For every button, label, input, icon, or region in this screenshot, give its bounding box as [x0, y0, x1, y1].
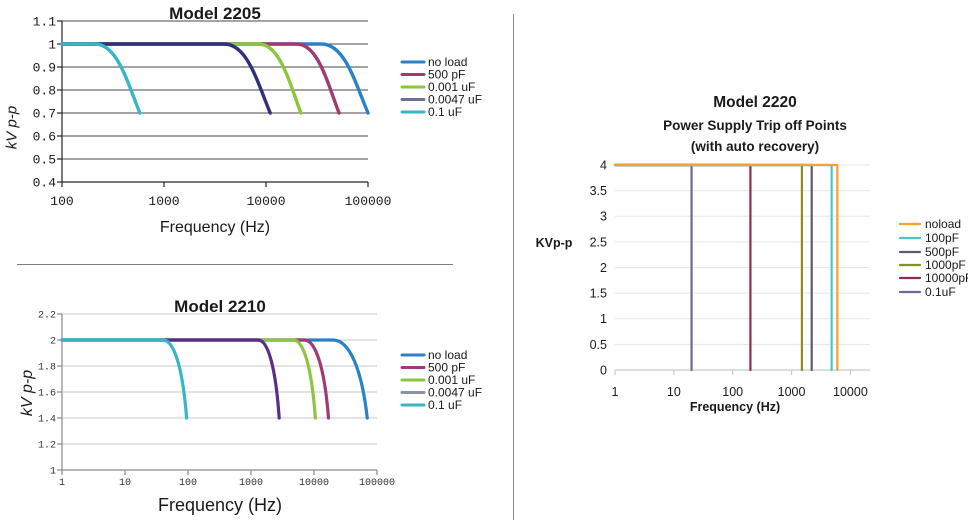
svg-text:100000: 100000	[345, 194, 392, 209]
chart-2210-title: Model 2210	[174, 297, 266, 316]
svg-text:0.001 uF: 0.001 uF	[428, 80, 475, 94]
svg-text:no load: no load	[428, 55, 467, 69]
svg-text:0.1uF: 0.1uF	[925, 285, 956, 299]
svg-text:10000: 10000	[299, 478, 329, 489]
svg-text:0.5: 0.5	[33, 153, 56, 168]
chart-2220-plot: 43.532.521.510.501 10 100 1000 10000noload10…	[590, 158, 968, 399]
chart-model-2210: 2.2 2 1.8 1.6 1.4 1.2 1 1 10 100 1000 10000 100000 no…	[0, 262, 505, 525]
svg-text:100: 100	[722, 385, 743, 399]
svg-text:1: 1	[50, 467, 56, 478]
svg-text:1.1: 1.1	[33, 15, 57, 30]
svg-text:10000: 10000	[246, 194, 285, 209]
vertical-divider	[513, 14, 514, 520]
svg-text:1000pF: 1000pF	[925, 258, 966, 272]
svg-text:3: 3	[600, 210, 607, 224]
svg-text:0.4: 0.4	[33, 176, 57, 191]
svg-text:1.4: 1.4	[38, 415, 56, 426]
svg-text:1.2: 1.2	[38, 441, 56, 452]
svg-text:1: 1	[59, 478, 65, 489]
svg-text:0.001 uF: 0.001 uF	[428, 373, 475, 387]
svg-text:1.6: 1.6	[38, 389, 56, 400]
svg-text:10000: 10000	[833, 385, 868, 399]
svg-text:no load: no load	[428, 348, 467, 362]
chart-model-2205: 1.1 1 0.9 0.8 0.7 0.6 0.5 0.4 100 1000 10000 100000…	[0, 0, 505, 262]
svg-text:10: 10	[119, 478, 131, 489]
chart-2210-y-axis-title: kV p-p	[19, 369, 36, 417]
svg-text:1: 1	[612, 385, 619, 399]
svg-text:10000pF: 10000pF	[925, 271, 968, 285]
svg-text:1.5: 1.5	[590, 287, 607, 301]
chart-model-2220: 4 3.5 3 2.5 2 1.5 1 0.5 0 1 10 100 1000 10000 noload 10…	[513, 0, 968, 525]
svg-text:4: 4	[600, 158, 607, 172]
svg-text:0.1 uF: 0.1 uF	[428, 398, 462, 412]
svg-text:1000: 1000	[148, 194, 179, 209]
svg-text:0.9: 0.9	[33, 61, 56, 76]
chart-2205-plot: 1.1 1 0.9 0.8 0.7 0.6 0.5 0.4 100 1000 10000 100000…	[33, 15, 482, 209]
chart-2210-x-axis-title: Frequency (Hz)	[157, 495, 283, 515]
chart-2220-title: Model 2220	[713, 94, 797, 111]
svg-text:0.1 uF: 0.1 uF	[428, 105, 462, 119]
svg-text:0.8: 0.8	[33, 84, 56, 99]
svg-text:500 pF: 500 pF	[428, 361, 465, 375]
svg-text:100: 100	[50, 194, 73, 209]
svg-text:1000: 1000	[239, 478, 263, 489]
chart-2220-subtitle-1: Power Supply Trip off Points	[663, 118, 847, 133]
chart-2220-subtitle-2: (with auto recovery)	[690, 139, 820, 154]
chart-2205-title: Model 2205	[169, 4, 261, 23]
chart-2220-y-axis-title: KVp-p	[535, 236, 573, 250]
svg-text:0.6: 0.6	[33, 130, 56, 145]
svg-text:0.0047 uF: 0.0047 uF	[428, 93, 482, 107]
svg-text:0: 0	[600, 363, 607, 377]
svg-text:100: 100	[179, 478, 197, 489]
svg-text:500 pF: 500 pF	[428, 68, 465, 82]
svg-text:0.5: 0.5	[590, 338, 607, 352]
chart-2205-x-axis-title: Frequency (Hz)	[159, 219, 271, 236]
svg-text:1: 1	[48, 38, 56, 53]
svg-text:1: 1	[600, 312, 607, 326]
svg-text:2.5: 2.5	[590, 235, 607, 249]
svg-text:2.2: 2.2	[38, 311, 56, 322]
svg-text:3.5: 3.5	[590, 184, 607, 198]
svg-text:1000: 1000	[778, 385, 806, 399]
svg-text:2: 2	[600, 261, 607, 275]
svg-text:1.8: 1.8	[38, 363, 56, 374]
svg-text:100000: 100000	[359, 478, 395, 489]
svg-text:2: 2	[50, 337, 56, 348]
horizontal-divider	[17, 264, 453, 265]
svg-text:100pF: 100pF	[925, 231, 959, 245]
chart-2205-y-axis-title: kV p-p	[3, 105, 21, 150]
svg-text:noload: noload	[925, 217, 961, 231]
svg-text:10: 10	[667, 385, 681, 399]
svg-text:500pF: 500pF	[925, 245, 959, 259]
svg-text:0.7: 0.7	[33, 107, 56, 122]
svg-text:0.0047 uF: 0.0047 uF	[428, 386, 482, 400]
chart-2220-x-axis-title: Frequency (Hz)	[689, 400, 781, 414]
chart-2210-plot: 2.2 2 1.8 1.6 1.4 1.2 11 10 100 1000 10000 100000 no…	[38, 311, 482, 490]
